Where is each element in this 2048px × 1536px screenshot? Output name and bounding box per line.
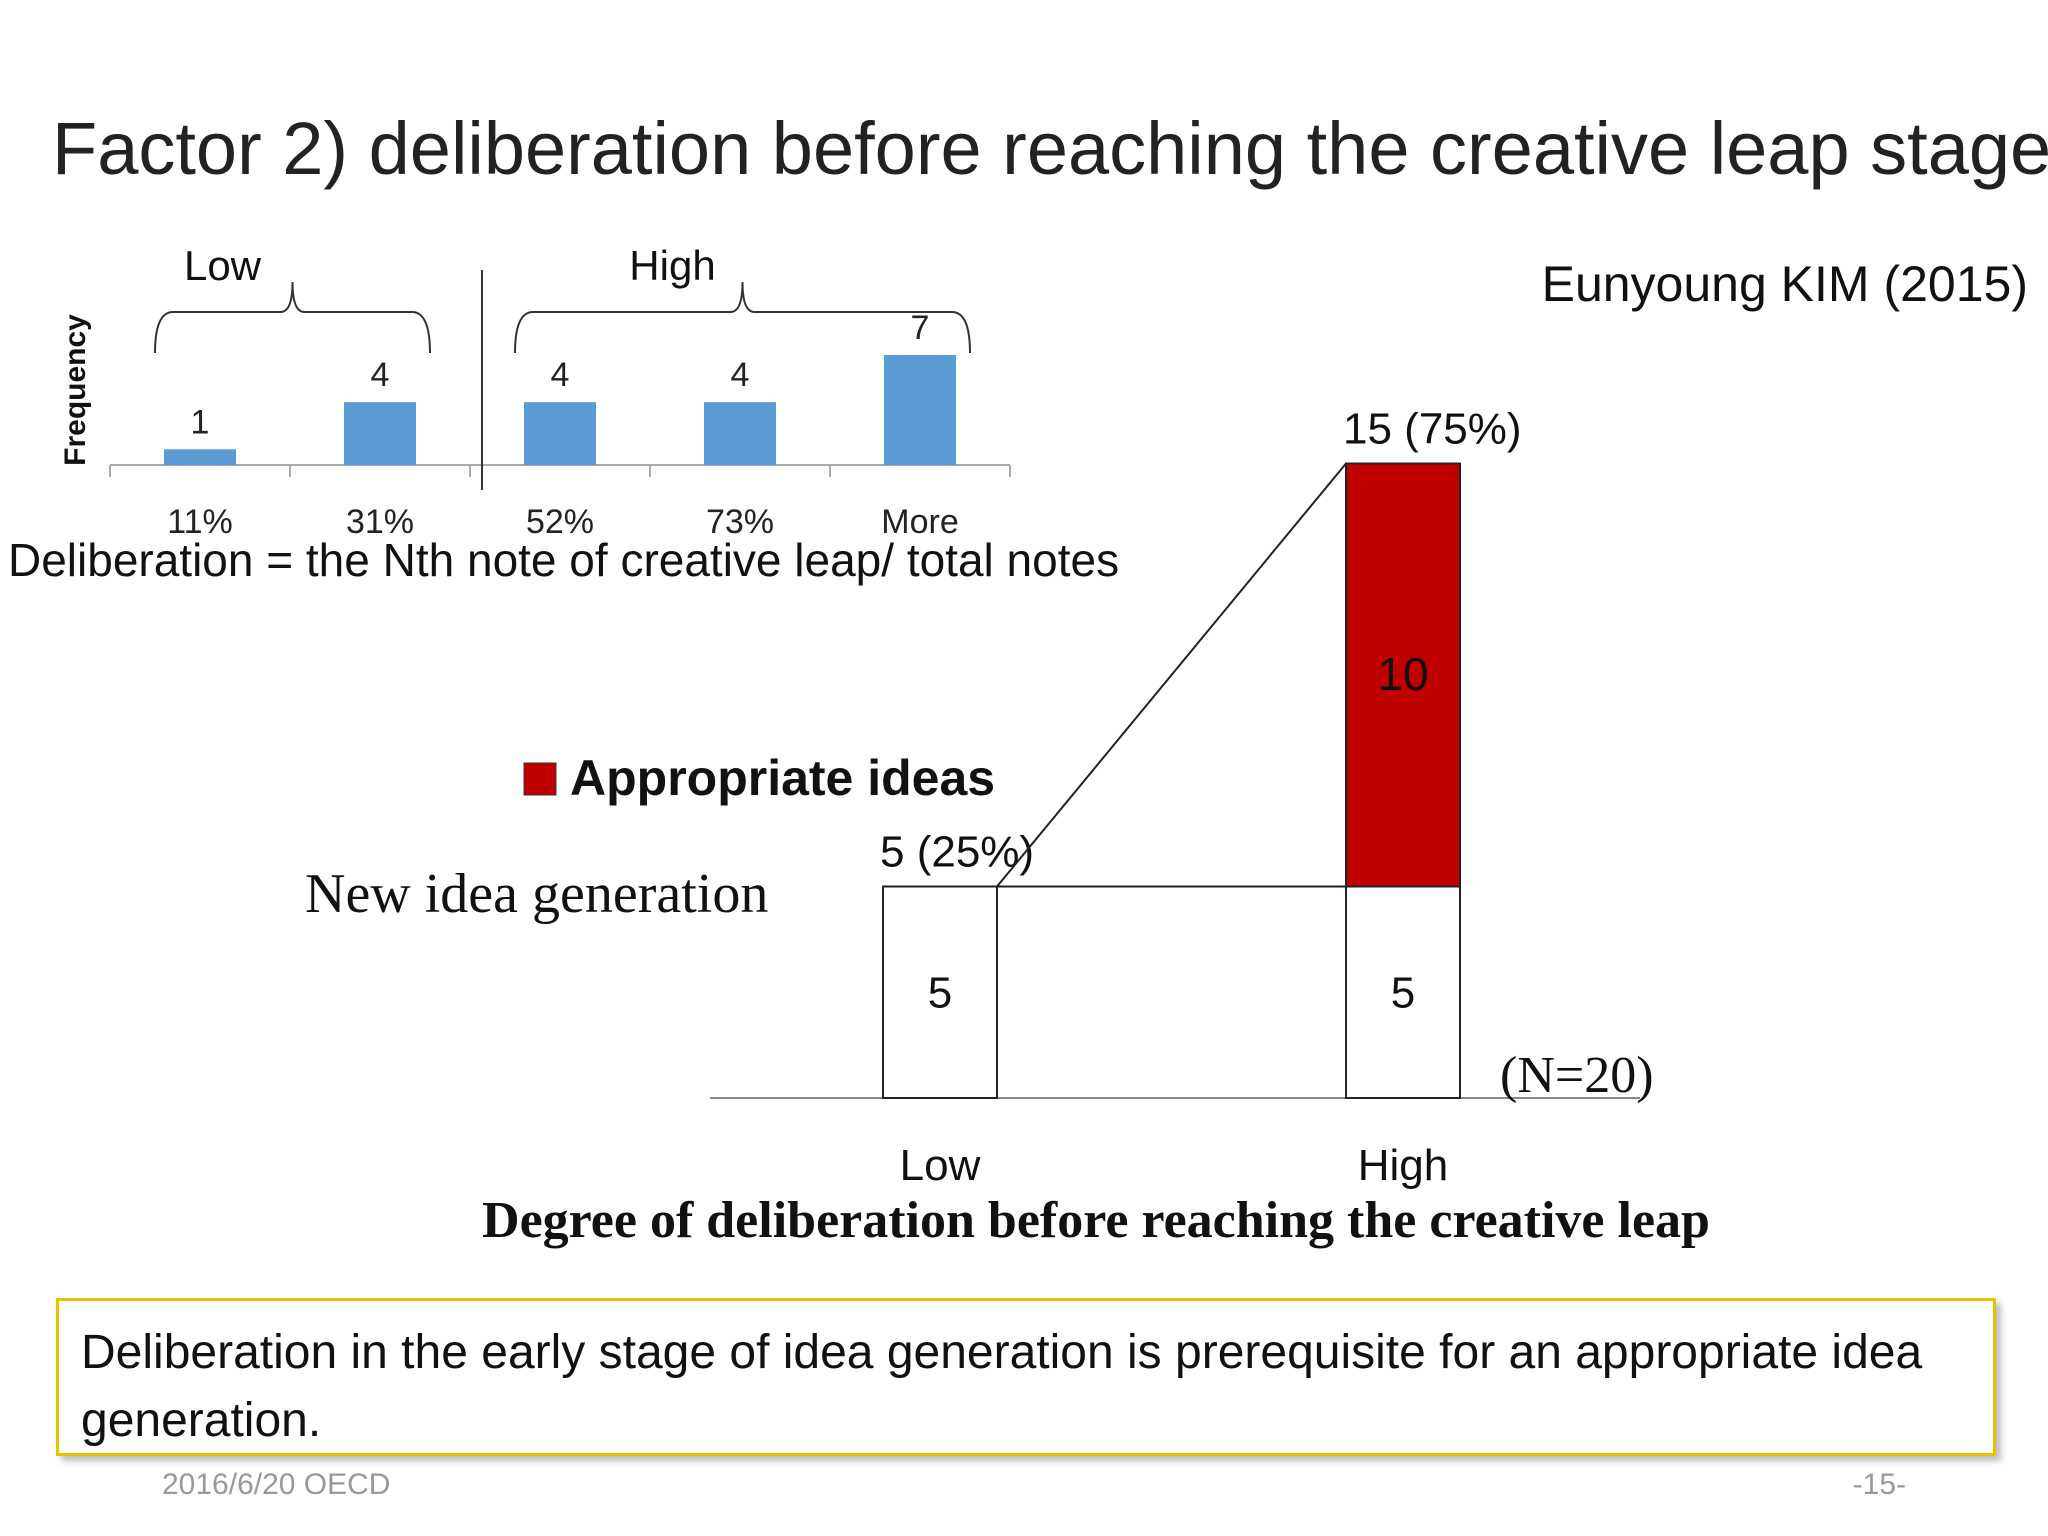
bar-appropriate <box>1345 462 1461 888</box>
author-citation: Eunyoung KIM (2015) <box>1541 256 2028 312</box>
x-tick-label: 11% <box>167 503 233 541</box>
conclusion-text: Deliberation in the early stage of idea … <box>81 1326 1923 1447</box>
conclusion-box: Deliberation in the early stage of idea … <box>56 1298 1996 1456</box>
bar-new-idea <box>1345 885 1461 1099</box>
bar-new-idea-label: 5 <box>928 968 952 1017</box>
x-tick-label: Low <box>900 1141 981 1190</box>
legend-swatch-appropriate <box>523 762 557 796</box>
connector-diagonal <box>996 462 1347 888</box>
y-axis-label: Frequency <box>59 314 92 466</box>
footer-page-number: -15- <box>1852 1468 1906 1501</box>
bar-data-label: 7 <box>911 309 930 347</box>
total-label-low: 5 (25%) <box>880 828 1034 877</box>
x-tick-label: 73% <box>706 503 774 541</box>
group-label: Low <box>184 242 262 289</box>
histogram-chart: 1 11% 4 31% 4 52% 4 73% 7 More Frequency Low High <box>59 242 1011 541</box>
histogram-bar <box>344 402 416 465</box>
footer-date: 2016/6/20 OECD <box>162 1468 391 1501</box>
x-tick-label: 31% <box>346 503 414 541</box>
bar-data-label: 4 <box>371 356 390 394</box>
bar-new-idea-label: 5 <box>1391 968 1415 1017</box>
bar-data-label: 4 <box>551 356 570 394</box>
group-label: High <box>629 242 715 289</box>
x-axis-title: Degree of deliberation before reaching t… <box>482 1192 1710 1249</box>
series-label-new-idea: New idea generation <box>305 863 768 925</box>
total-label-high: 15 (75%) <box>1343 405 1522 454</box>
group-brace <box>154 281 431 354</box>
histogram-annotation: Deliberation = the Nth note of creative … <box>8 534 1120 586</box>
x-tick-label: More <box>881 503 958 541</box>
histogram-bar <box>704 402 776 465</box>
bar-new-idea <box>882 885 998 1099</box>
bar-data-label: 4 <box>731 356 750 394</box>
x-tick-label: 52% <box>526 503 594 541</box>
x-tick-label: High <box>1358 1141 1449 1190</box>
sample-size-note: (N=20) <box>1500 1047 1654 1104</box>
histogram-bar <box>164 449 236 465</box>
histogram-bar <box>884 355 956 465</box>
bar-data-label: 1 <box>191 403 210 441</box>
group-brace <box>514 281 971 354</box>
histogram-bar <box>524 402 596 465</box>
bar-appropriate-label: 10 <box>1377 648 1428 700</box>
legend-label-appropriate: Appropriate ideas <box>570 750 995 806</box>
slide-title: Factor 2) deliberation before reaching t… <box>52 107 2048 190</box>
